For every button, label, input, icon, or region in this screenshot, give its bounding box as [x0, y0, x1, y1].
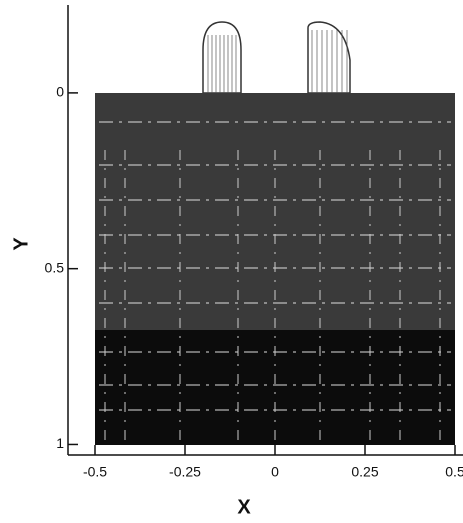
x-tick-label: -0.25: [169, 464, 201, 480]
x-tick-label: -0.5: [83, 464, 107, 480]
mesh-bump: [308, 22, 350, 93]
x-tick-label: 0: [271, 464, 279, 480]
y-tick-label: 0: [56, 84, 64, 100]
mesh-bump: [203, 22, 241, 93]
plot-area: [95, 22, 455, 445]
x-tick-label: 0.25: [351, 464, 378, 480]
chart: X Y -0.5 -0.25 0 0.25 0.5 0 0.5 1: [0, 0, 463, 523]
x-tick-label: 0.5: [445, 464, 463, 480]
y-axis-label: Y: [10, 237, 32, 251]
x-axis-label: X: [237, 496, 251, 518]
y-tick-label: 1: [56, 435, 64, 451]
y-tick-label: 0.5: [45, 259, 65, 275]
